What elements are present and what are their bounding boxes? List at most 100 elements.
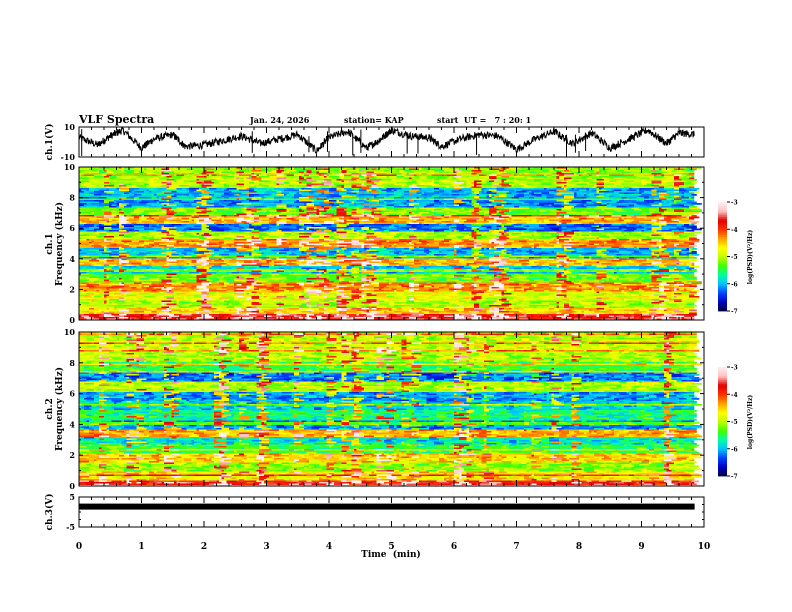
spectrogram-cell [439,192,450,195]
spectrogram-cell [539,201,547,204]
spectrogram-cell [284,182,290,184]
spectrogram-cell [314,203,320,205]
spectrogram-cell [494,180,502,183]
spectrogram-cell [354,203,365,205]
spectrogram-cell [684,203,692,205]
spectrogram-cell [516,191,527,193]
spectrogram-cell [286,174,295,177]
spectrogram-cell [584,186,592,189]
spectrogram-cell [679,188,685,190]
spectrogram-cell [356,195,365,198]
spectrogram-cell [304,203,307,205]
spectrogram-cell [631,179,637,181]
spectrogram-cell [454,198,465,201]
spectrogram-cell [171,195,177,198]
spectrogram-cell [299,189,307,192]
spectrogram-cell [516,168,527,171]
spectrogram-cell [346,168,357,171]
spectrogram-cell [556,167,565,169]
spectrogram-cell [346,192,357,195]
spectrogram-cell [244,204,250,207]
spectrogram-cell [616,201,622,204]
spectrogram-cell [194,173,200,175]
spectrogram-cell [231,185,240,187]
spectrogram-cell [624,174,635,177]
spectrogram-cell [409,168,420,171]
spectrogram-cell [156,174,162,177]
spectrogram-cell [226,204,232,207]
spectrogram-cell [126,171,132,174]
spectrogram-cell [126,168,137,171]
spectrogram-cell [651,191,657,193]
spectrogram-cell [129,195,137,198]
spectrogram-cell [496,183,500,186]
spectrogram-cell [586,183,597,186]
spectrogram-cell [161,170,172,172]
spectrogram-cell [446,195,457,198]
spectrogram-cell [484,182,487,184]
spectrogram-cell [549,167,552,169]
spectrogram-cell [181,200,187,202]
spectrogram-cell [474,203,480,205]
spectrogram-cell [674,200,682,202]
spectrogram-cell [504,170,515,172]
spectrogram-cell [174,206,177,208]
spectrogram-cell [506,201,515,204]
spectrogram-cell [169,167,177,169]
spectrogram-cell [506,171,512,174]
spectrogram-cell [139,186,142,189]
spectrogram-cell [299,179,307,181]
spectrogram-cell [281,191,292,193]
spectrogram-cell [219,192,225,195]
spectrogram-cell [79,201,82,204]
spectrogram-cell [306,189,312,192]
spectrogram-cell [166,200,170,202]
spectrogram-cell [236,177,240,180]
spectrogram-cell [536,200,547,202]
spectrogram-cell [239,194,247,196]
spectrogram-cell [84,191,92,193]
spectrogram-cell [159,201,165,204]
spectrogram-cell [631,201,637,204]
spectrogram-cell [264,197,267,199]
spectrogram-cell [329,194,340,196]
spectrogram-cell [459,204,462,207]
spectrogram-cell [111,182,122,184]
spectrogram-cell [636,176,640,178]
spectrogram-cell [294,191,305,193]
spectrogram-cell [109,183,115,186]
spectrogram-cell [201,182,205,184]
spectrogram-cell [496,176,502,178]
spectrogram-cell [101,198,112,201]
spectrogram-cell [261,203,272,205]
spectrogram-cell [261,183,267,186]
spectrogram-cell [441,168,452,171]
spectrogram-cell [281,186,285,189]
spectrogram-cell [274,183,277,186]
spectrogram-cell [511,203,522,205]
spectrogram-cell [576,183,587,186]
spectrogram-cell [479,174,485,177]
spectrogram-cell [524,195,535,198]
spectrogram-cell [661,180,672,183]
spectrogram-cell [416,200,425,202]
spectrogram-cell [566,185,577,187]
spectrogram-cell [554,191,560,193]
spectrogram-cell [531,176,540,178]
spectrogram-cell [324,168,330,171]
spectrogram-cell [144,206,150,208]
spectrogram-cell [256,174,260,177]
spectrogram-cell [601,200,612,202]
spectrogram-cell [109,201,115,204]
spectrogram-cell [654,200,662,202]
spectrogram-cell [239,180,245,183]
spectrogram-cell [571,180,575,183]
spectrogram-cell [81,185,85,187]
spectrogram-cell [331,173,340,175]
spectrogram-cell [479,179,487,181]
spectrogram-cell [146,188,155,190]
spectrogram-cell [139,201,150,204]
spectrogram-cell [551,201,562,204]
spectrogram-cell [681,194,692,196]
